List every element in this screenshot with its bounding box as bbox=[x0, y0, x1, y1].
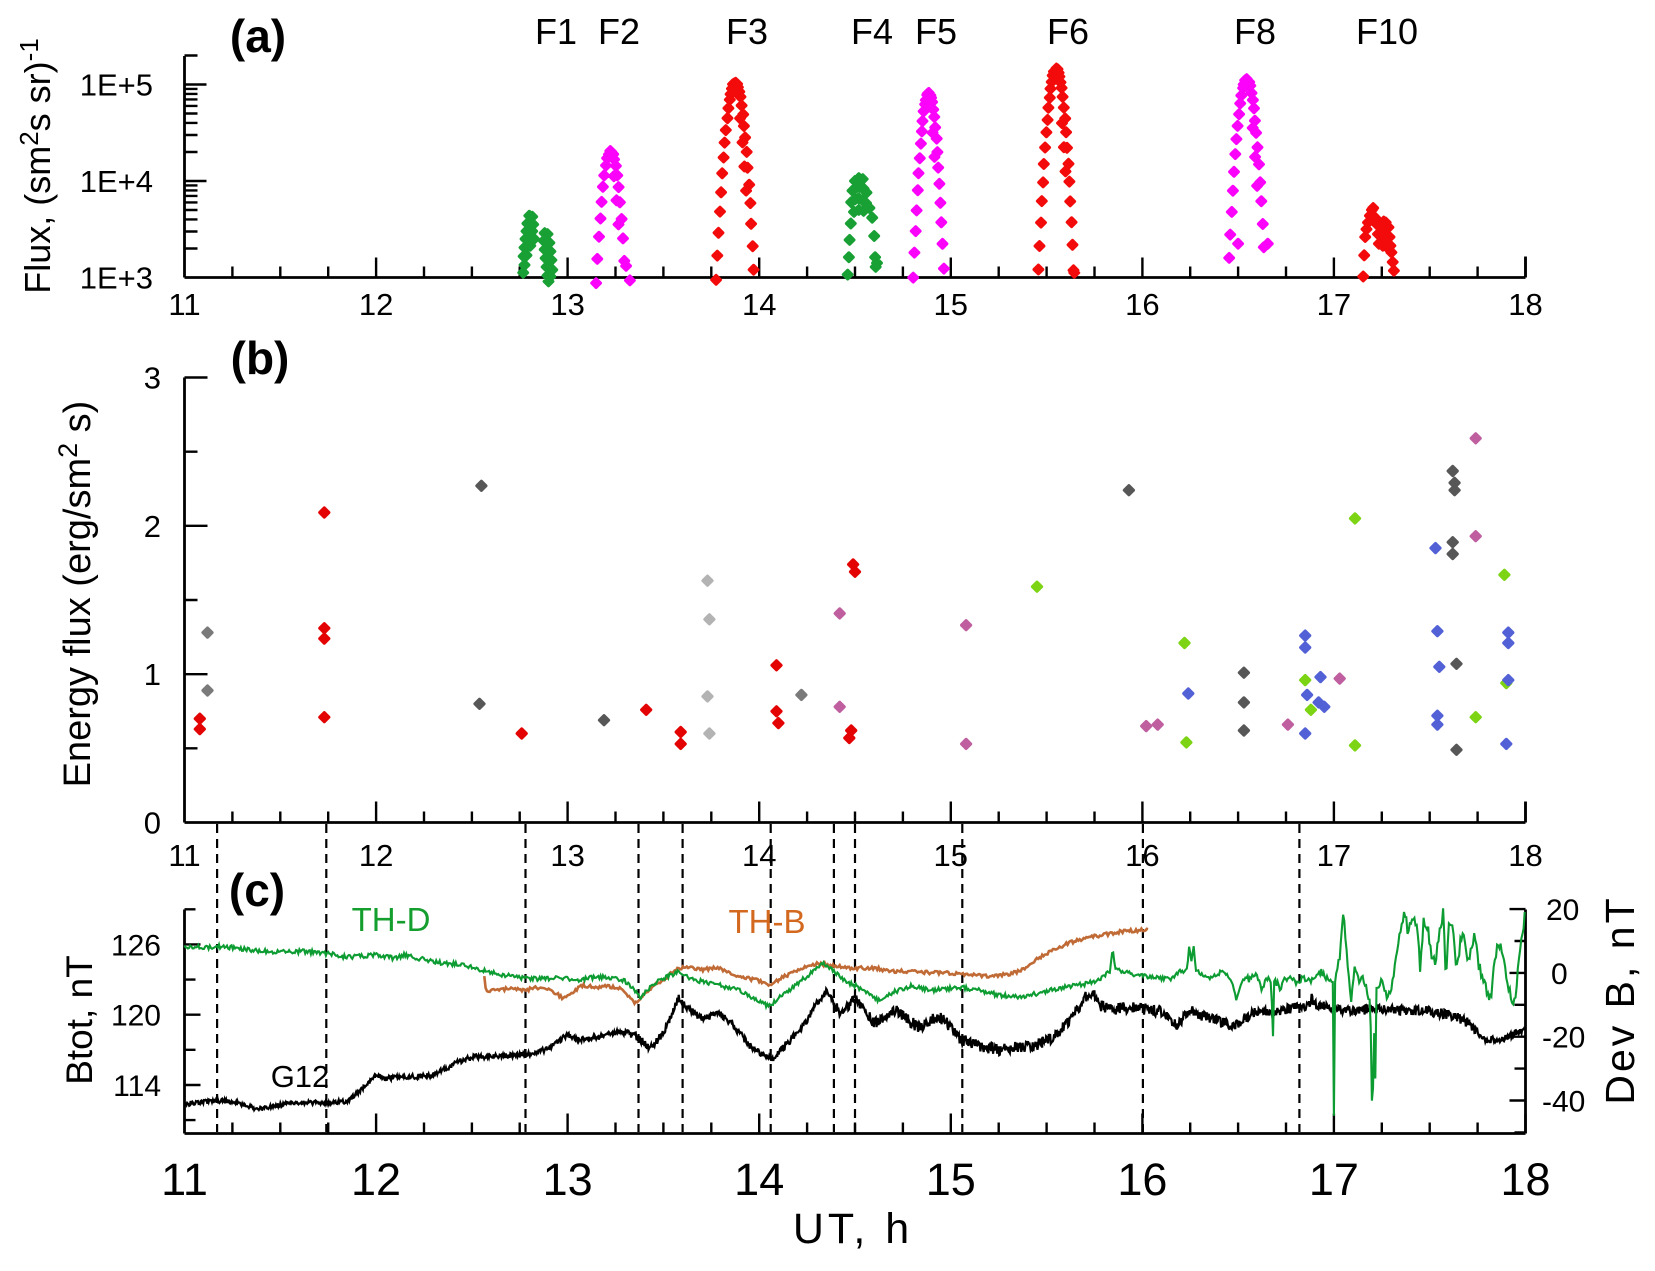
svg-text:18: 18 bbox=[1508, 838, 1542, 873]
svg-text:12: 12 bbox=[359, 287, 393, 322]
svg-text:16: 16 bbox=[1125, 838, 1159, 873]
svg-text:(c): (c) bbox=[229, 864, 285, 916]
svg-text:(a): (a) bbox=[230, 10, 286, 62]
svg-text:11: 11 bbox=[168, 838, 200, 873]
svg-text:F5: F5 bbox=[915, 11, 957, 52]
svg-text:Energy flux (erg/sm2 s): Energy flux (erg/sm2 s) bbox=[53, 401, 99, 788]
svg-text:20: 20 bbox=[1546, 894, 1579, 927]
svg-text:3: 3 bbox=[144, 361, 161, 396]
svg-text:11: 11 bbox=[168, 287, 200, 322]
svg-text:0: 0 bbox=[1551, 958, 1568, 991]
svg-text:13: 13 bbox=[550, 287, 584, 322]
svg-text:F4: F4 bbox=[851, 11, 893, 52]
svg-text:TH-D: TH-D bbox=[352, 901, 431, 938]
svg-text:120: 120 bbox=[111, 1000, 161, 1033]
svg-text:16: 16 bbox=[1125, 287, 1159, 322]
svg-text:17: 17 bbox=[1317, 287, 1351, 322]
svg-text:(b): (b) bbox=[231, 332, 290, 384]
svg-text:15: 15 bbox=[934, 287, 968, 322]
svg-text:F3: F3 bbox=[726, 11, 768, 52]
svg-text:14: 14 bbox=[742, 838, 776, 873]
svg-text:F8: F8 bbox=[1234, 11, 1276, 52]
svg-text:12: 12 bbox=[351, 1154, 401, 1205]
svg-text:18: 18 bbox=[1508, 287, 1542, 322]
svg-text:17: 17 bbox=[1317, 838, 1351, 873]
svg-text:11: 11 bbox=[161, 1154, 208, 1205]
svg-text:1E+3: 1E+3 bbox=[80, 261, 153, 296]
svg-text:14: 14 bbox=[742, 287, 776, 322]
svg-text:-40: -40 bbox=[1542, 1086, 1585, 1119]
svg-text:Dev B, nT: Dev B, nT bbox=[1597, 895, 1643, 1104]
svg-text:Btot, nT: Btot, nT bbox=[59, 955, 100, 1085]
svg-text:13: 13 bbox=[543, 1154, 593, 1205]
svg-text:13: 13 bbox=[550, 838, 584, 873]
svg-text:2: 2 bbox=[144, 509, 161, 544]
svg-text:F1: F1 bbox=[535, 11, 577, 52]
svg-text:15: 15 bbox=[926, 1154, 976, 1205]
svg-text:18: 18 bbox=[1500, 1154, 1550, 1205]
svg-text:17: 17 bbox=[1309, 1154, 1359, 1205]
svg-text:114: 114 bbox=[113, 1070, 161, 1103]
svg-text:F6: F6 bbox=[1047, 11, 1089, 52]
svg-text:1E+5: 1E+5 bbox=[80, 68, 153, 103]
svg-text:0: 0 bbox=[144, 806, 161, 841]
svg-text:126: 126 bbox=[111, 929, 161, 962]
svg-text:12: 12 bbox=[359, 838, 393, 873]
svg-text:UT, h: UT, h bbox=[793, 1205, 913, 1253]
svg-text:F2: F2 bbox=[598, 11, 640, 52]
svg-text:F10: F10 bbox=[1356, 11, 1418, 52]
svg-text:15: 15 bbox=[934, 838, 968, 873]
svg-text:1E+4: 1E+4 bbox=[80, 164, 153, 199]
svg-text:TH-B: TH-B bbox=[729, 903, 806, 940]
svg-text:16: 16 bbox=[1117, 1154, 1167, 1205]
svg-text:G12: G12 bbox=[271, 1059, 330, 1094]
svg-text:14: 14 bbox=[734, 1154, 784, 1205]
svg-text:Flux, (sm2s sr)-1: Flux, (sm2s sr)-1 bbox=[14, 38, 58, 294]
svg-text:1: 1 bbox=[144, 657, 161, 692]
svg-text:-20: -20 bbox=[1542, 1022, 1585, 1055]
